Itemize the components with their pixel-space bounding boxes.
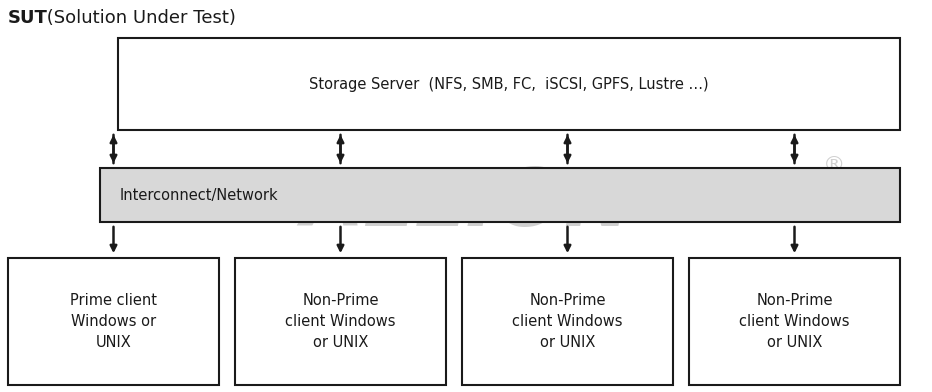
FancyArrowPatch shape xyxy=(337,138,343,163)
FancyArrowPatch shape xyxy=(565,227,570,250)
Text: Storage Server  (NFS, SMB, FC,  iSCSI, GPFS, Lustre …): Storage Server (NFS, SMB, FC, iSCSI, GPF… xyxy=(309,76,709,91)
FancyArrowPatch shape xyxy=(111,227,116,250)
FancyArrowPatch shape xyxy=(337,227,343,250)
Text: Interconnect/Network: Interconnect/Network xyxy=(120,187,279,203)
FancyArrowPatch shape xyxy=(111,138,116,163)
Text: Prime client
Windows or
UNIX: Prime client Windows or UNIX xyxy=(70,293,157,350)
Bar xyxy=(8,258,219,385)
Bar xyxy=(100,168,900,222)
Text: Non-Prime
client Windows
or UNIX: Non-Prime client Windows or UNIX xyxy=(513,293,623,350)
Text: ®: ® xyxy=(823,154,845,175)
Text: ALLION: ALLION xyxy=(301,165,631,243)
Text: Non-Prime
client Windows
or UNIX: Non-Prime client Windows or UNIX xyxy=(739,293,850,350)
FancyArrowPatch shape xyxy=(337,135,343,160)
FancyArrowPatch shape xyxy=(565,138,570,163)
FancyArrowPatch shape xyxy=(565,135,570,160)
Text: SUT: SUT xyxy=(8,9,48,27)
FancyArrowPatch shape xyxy=(791,227,797,250)
Bar xyxy=(235,258,446,385)
FancyArrowPatch shape xyxy=(791,135,797,160)
Bar xyxy=(118,38,900,130)
Text: (Solution Under Test): (Solution Under Test) xyxy=(41,9,236,27)
FancyArrowPatch shape xyxy=(111,135,116,160)
Bar xyxy=(462,258,673,385)
Bar xyxy=(689,258,900,385)
FancyArrowPatch shape xyxy=(791,138,797,163)
Text: Non-Prime
client Windows
or UNIX: Non-Prime client Windows or UNIX xyxy=(285,293,396,350)
